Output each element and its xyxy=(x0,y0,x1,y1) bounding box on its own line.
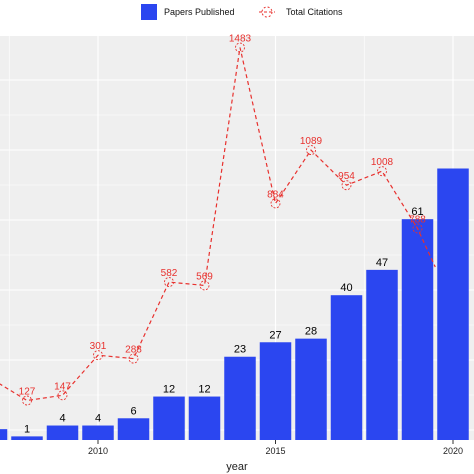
bar xyxy=(224,356,256,440)
citation-point xyxy=(377,166,387,177)
citation-point xyxy=(235,42,245,53)
citation-data-label: 147 xyxy=(54,381,71,392)
citation-point xyxy=(128,353,139,364)
data-labels: 3144612122327284047612101271473012885825… xyxy=(0,34,426,436)
citation-data-label: 788 xyxy=(409,214,426,225)
bar xyxy=(330,295,363,440)
bar-data-label: 12 xyxy=(198,384,210,396)
bar xyxy=(188,396,221,440)
citation-point xyxy=(22,395,32,406)
bar-data-label: 40 xyxy=(340,282,352,294)
bar xyxy=(366,269,398,440)
bar-data-label: 6 xyxy=(130,405,136,417)
legend: Papers Published Total Citations xyxy=(141,4,343,20)
citation-line xyxy=(0,47,436,402)
citation-data-label: 288 xyxy=(125,345,142,356)
citation-data-label: 884 xyxy=(267,189,284,200)
citation-data-label: 954 xyxy=(338,171,355,182)
bar-data-label: 12 xyxy=(163,384,175,396)
citation-point xyxy=(270,198,281,209)
citation-data-label: 1089 xyxy=(300,136,323,147)
bar-data-label: 61 xyxy=(411,206,423,218)
bar-data-label: 23 xyxy=(234,344,246,356)
bar-data-label: 27 xyxy=(269,329,281,341)
citation-point xyxy=(306,145,316,156)
citation-point xyxy=(57,390,68,401)
x-axis-title: year xyxy=(226,461,248,473)
bar xyxy=(82,425,114,440)
x-tick-label: 2020 xyxy=(443,446,463,456)
x-tick-label: 2015 xyxy=(265,446,285,456)
bar-data-label: 47 xyxy=(376,257,388,269)
bar-series xyxy=(0,168,469,440)
citation-data-label: 569 xyxy=(196,271,213,282)
bar xyxy=(295,338,327,440)
citation-data-label: 127 xyxy=(19,387,36,398)
legend-label-citations: Total Citations xyxy=(286,7,343,17)
bar xyxy=(117,418,150,440)
bar xyxy=(11,436,43,440)
citation-data-label: 1483 xyxy=(229,34,252,45)
bar xyxy=(153,396,185,440)
legend-swatch-papers xyxy=(141,4,157,20)
bar xyxy=(437,168,469,440)
citation-point xyxy=(93,350,103,361)
x-axis: 2010 2015 2020 xyxy=(88,440,463,456)
x-tick-label: 2010 xyxy=(88,446,108,456)
bar-data-label: 1 xyxy=(24,423,30,435)
bar xyxy=(46,425,79,440)
line-series xyxy=(0,42,436,406)
bar xyxy=(401,219,434,440)
citation-data-label: 1008 xyxy=(371,157,394,168)
citation-data-label: 582 xyxy=(161,268,178,279)
citation-point xyxy=(341,180,352,191)
bar-data-label: 4 xyxy=(95,413,101,425)
bar xyxy=(259,342,292,440)
citation-point xyxy=(412,223,423,234)
citation-data-label: 301 xyxy=(90,341,107,352)
bar-data-label: 28 xyxy=(305,326,317,338)
citation-point xyxy=(164,277,174,288)
bar-data-label: 4 xyxy=(59,413,65,425)
citation-point xyxy=(199,280,210,291)
legend-label-papers: Papers Published xyxy=(164,7,235,17)
bar xyxy=(0,429,8,440)
